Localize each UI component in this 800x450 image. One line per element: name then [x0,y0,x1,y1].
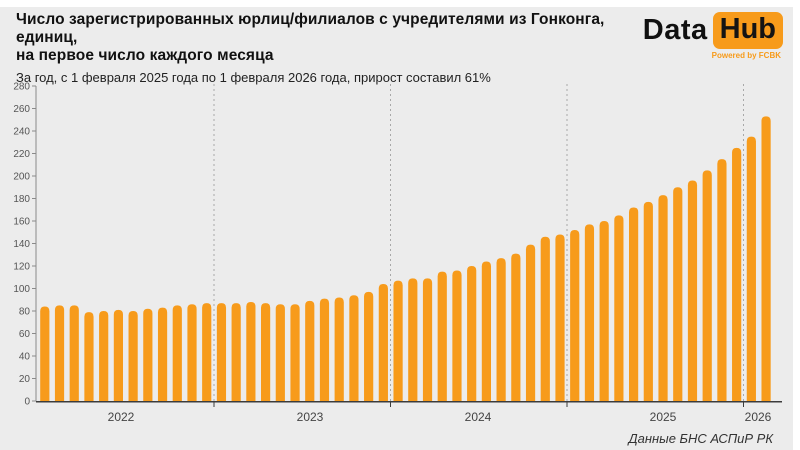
bar [702,170,712,401]
bar-chart: 0 20 40 60 80 100 120 140 160 180 200 220 240 260 280 2… [13,82,782,424]
bar [643,201,653,401]
bar [172,305,182,401]
bar [540,236,550,401]
y-tick-label: 0 [24,397,30,408]
y-tick-label: 80 [19,307,31,318]
y-tick-label: 40 [19,352,31,363]
y-tick-label: 260 [13,104,30,115]
bar [746,136,756,401]
bar [467,266,477,401]
y-tick-label: 200 [13,172,30,183]
y-tick-label: 180 [13,194,30,205]
bar [481,261,491,401]
bar [128,311,138,401]
bar [687,180,698,401]
y-tick-label: 280 [13,82,30,93]
chart-title: Число зарегистрированных юрлиц/филиалов … [16,11,656,65]
bar [629,207,639,401]
chart-title-line2: на первое число каждого месяца [16,47,274,64]
data-source-label: Данные БНС АСПиР РК [628,431,773,446]
bar [69,305,79,401]
bar [54,305,65,401]
y-tick-label: 100 [13,284,30,295]
bar [393,280,403,401]
year-label: 2023 [297,410,324,423]
bar [231,303,241,401]
year-label: 2026 [745,410,772,423]
bar [187,304,197,401]
bar [216,303,227,401]
bar [364,291,374,401]
bar [658,195,668,401]
bar [452,270,462,401]
y-tick-label: 240 [13,127,30,138]
bar [673,187,683,401]
y-tick-label: 160 [13,217,30,228]
bar [761,116,771,401]
chart-title-line1: Число зарегистрированных юрлиц/филиалов … [16,11,605,46]
bar [437,271,447,401]
y-tick-label: 140 [13,239,30,250]
bar [570,230,580,401]
y-tick-label: 120 [13,262,30,273]
chart-header: Число зарегистрированных юрлиц/филиалов … [16,11,656,86]
bar [584,224,595,401]
year-label: 2025 [650,410,677,423]
bar [40,306,50,401]
bar [555,234,565,401]
bar [334,297,344,401]
y-tick-label: 220 [13,149,30,160]
bar [157,307,168,401]
bar [599,221,609,401]
year-label: 2024 [465,410,492,423]
logo-text-hub: Hub [712,12,783,49]
bar [319,298,330,401]
datahub-logo: Data Hub Powered by FCBK [643,12,783,60]
y-tick-label: 60 [19,329,31,340]
bar [113,309,123,401]
bar [511,253,521,401]
bar [525,244,536,401]
bar [349,295,359,401]
bar [732,147,742,401]
year-label: 2022 [108,410,135,423]
bar [408,278,418,401]
bar [143,308,153,401]
bar [84,312,94,401]
datahub-logo-row: Data Hub [643,12,783,49]
chart-subtitle: За год, с 1 февраля 2025 года по 1 февра… [16,70,491,85]
bar [261,303,271,401]
logo-text-data: Data [642,14,708,46]
bar [275,304,285,401]
chart-area: 0 20 40 60 80 100 120 140 160 180 200 220 240 260 280 2… [0,78,793,424]
bar [99,311,109,401]
bar [378,284,388,401]
bar [717,159,727,401]
bar [614,215,624,401]
y-tick-label: 20 [19,374,31,385]
logo-tagline: Powered by FCBK [711,51,781,60]
bar [305,300,315,401]
bar [496,258,506,401]
bar [246,302,256,401]
bar [422,278,433,401]
bar [290,304,300,401]
bar [202,303,212,401]
